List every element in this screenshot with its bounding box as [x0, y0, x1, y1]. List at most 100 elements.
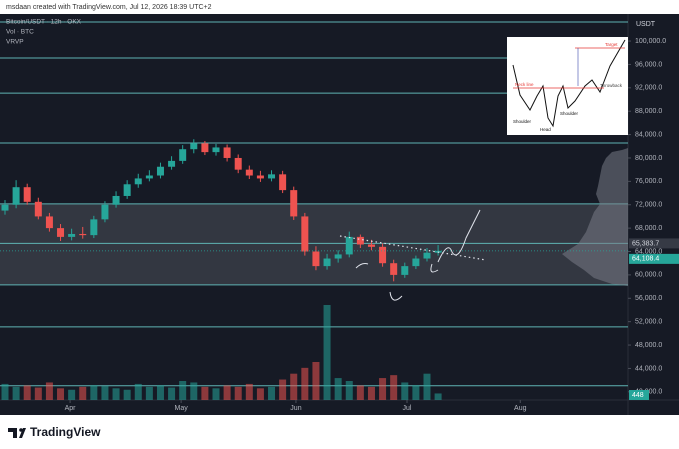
- candle-body: [356, 236, 364, 245]
- volume-profile: [562, 148, 628, 286]
- y-tick-label: 92,000.0: [635, 85, 662, 92]
- volume-bar: [434, 393, 442, 400]
- candle-body: [112, 195, 120, 205]
- candle-body: [212, 147, 220, 153]
- volume-bar: [356, 385, 364, 400]
- y-tick-label: 84,000.0: [635, 131, 662, 138]
- candle-body: [12, 187, 20, 205]
- level-label-bg: [629, 238, 679, 249]
- y-tick-label: 60,000.0: [635, 272, 662, 279]
- marks-layer: [0, 139, 628, 400]
- volume-bar: [401, 382, 409, 400]
- volume-bar: [45, 382, 53, 400]
- legend-symbol: Bitcoin/USDT · 12h · OKX: [6, 19, 82, 26]
- candle-body: [245, 169, 253, 176]
- axis-layer: 65,383.7 100,000.0 96,000.0 92,000.0 88,000.…: [65, 38, 679, 412]
- candle-body: [345, 236, 353, 255]
- volume-bar: [168, 387, 176, 400]
- inset-label: Target: [605, 42, 618, 47]
- volume-bar: [212, 388, 220, 400]
- candle-body: [234, 157, 242, 170]
- inset-label: Neck line: [515, 82, 534, 87]
- x-tick-label: Apr: [65, 405, 77, 412]
- x-tick-label: Jun: [290, 405, 301, 412]
- candle-body: [423, 252, 431, 259]
- x-tick-label: Aug: [514, 405, 527, 412]
- volume-bar: [79, 386, 87, 400]
- y-tick-label: 56,000.0: [635, 295, 662, 302]
- candle-body: [268, 174, 276, 179]
- candle-body: [156, 166, 164, 176]
- shoulder-mark: [430, 263, 439, 273]
- candle-body: [301, 216, 309, 252]
- volume-bar: [323, 305, 331, 400]
- volume-bar: [101, 386, 109, 400]
- currency-label: USDT: [636, 21, 656, 28]
- volume-label-bg: [629, 390, 649, 400]
- volume-bar: [256, 388, 264, 400]
- candle-body: [168, 160, 176, 167]
- candle-body: [1, 204, 9, 211]
- candle-body: [23, 187, 31, 202]
- volume-bar: [268, 386, 276, 400]
- volume-bar: [90, 385, 98, 400]
- volume-bar: [68, 389, 76, 400]
- inset-curve: [512, 39, 626, 128]
- candle-body: [279, 174, 287, 191]
- candle-body: [290, 190, 298, 217]
- y-tick-label: 80,000.0: [635, 155, 662, 162]
- volume-label: 448: [632, 392, 644, 399]
- volume-bar: [179, 381, 187, 400]
- volume-bar: [223, 385, 231, 400]
- y-tick-label: 48,000.0: [635, 342, 662, 349]
- candle-body: [45, 216, 53, 229]
- volume-bar: [134, 383, 142, 400]
- legend-volume: Vol · BTC: [6, 29, 34, 36]
- volume-bar: [412, 385, 420, 400]
- volume-bar: [145, 386, 153, 400]
- candle-body: [68, 233, 76, 237]
- volume-bar: [423, 373, 431, 400]
- candle-body: [367, 244, 375, 247]
- y-tick-label: 44,000.0: [635, 365, 662, 372]
- candle-body: [201, 143, 209, 153]
- header-text: msdaan created with TradingView.com, Jul…: [6, 4, 212, 11]
- volume-bar: [301, 367, 309, 400]
- shoulder-mark: [355, 263, 369, 269]
- brand-name: TradingView: [30, 425, 101, 439]
- candle-body: [323, 258, 331, 267]
- candle-body: [101, 204, 109, 220]
- y-tick-label: 64,000.0: [635, 248, 662, 255]
- candle-body: [90, 219, 98, 236]
- candle-body: [190, 143, 198, 150]
- last-price-label: 64,108.4: [632, 256, 659, 263]
- inset-label: Head: [540, 127, 551, 132]
- brand-logo-dot: [19, 428, 23, 432]
- volume-bar: [379, 378, 387, 400]
- inset-label: Shoulder: [560, 111, 579, 116]
- y-tick-label: 76,000.0: [635, 178, 662, 185]
- legend-vrvp: VRVP: [6, 39, 24, 46]
- head-mark: [389, 291, 403, 301]
- y-tick-label: 88,000.0: [635, 108, 662, 115]
- volume-bar: [334, 378, 342, 400]
- volume-bar: [234, 386, 242, 400]
- level-label: 65,383.7: [632, 240, 659, 247]
- inset-label: Throwback: [600, 83, 623, 88]
- y-tick-label: 72,000.0: [635, 202, 662, 209]
- volume-bar: [279, 379, 287, 400]
- candle-body: [223, 147, 231, 158]
- volume-bar: [123, 389, 131, 400]
- y-tick-label: 52,000.0: [635, 319, 662, 326]
- pattern-inset: Target Neck line Throwback Shoulder Head…: [507, 37, 628, 135]
- brand-logo: [8, 428, 26, 438]
- volume-bar: [190, 382, 198, 400]
- candle-body: [256, 175, 264, 179]
- volume-bar: [245, 383, 253, 400]
- candle-body: [123, 184, 131, 196]
- candle-body: [312, 251, 320, 267]
- candle-body: [34, 201, 42, 217]
- inset-bg: [507, 37, 628, 135]
- volume-bar: [112, 388, 120, 400]
